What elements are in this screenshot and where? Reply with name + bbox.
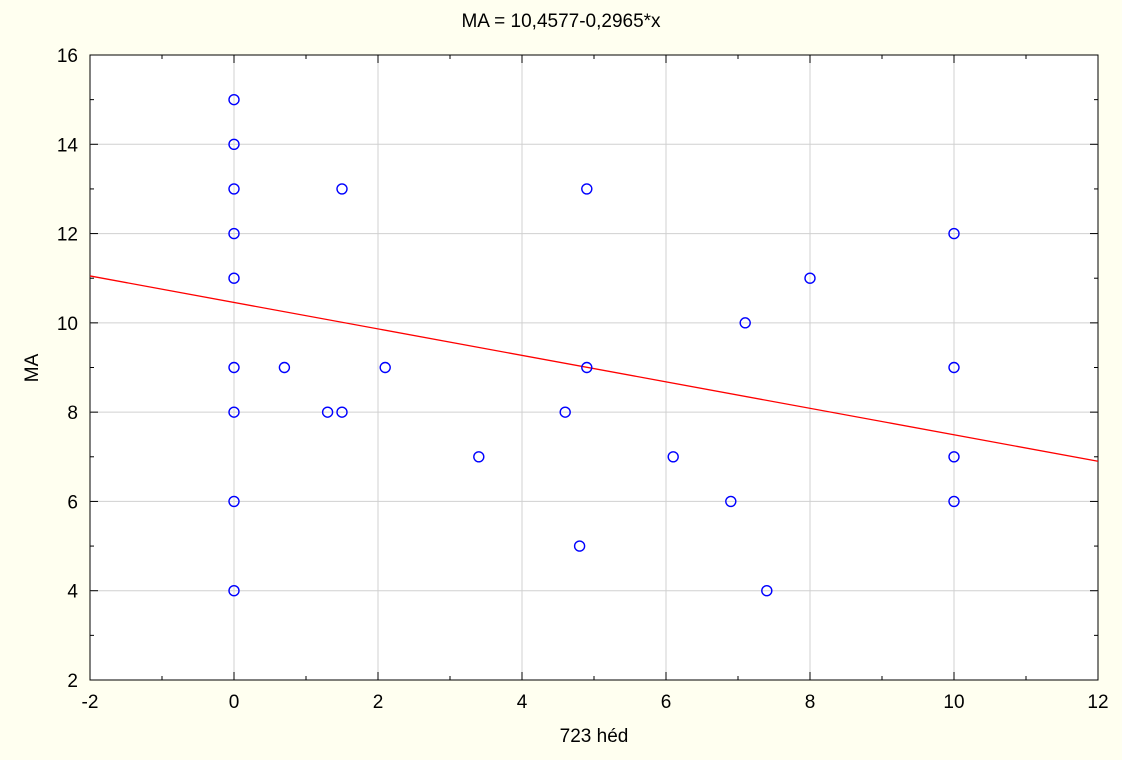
- y-tick-label: 10: [57, 314, 78, 335]
- data-point: [948, 361, 960, 374]
- y-tick-label: 12: [57, 225, 78, 246]
- data-point: [336, 183, 348, 195]
- regression-line: [89, 275, 1099, 462]
- x-tick-label: 12: [1087, 692, 1108, 713]
- x-tick-label: 2: [373, 692, 384, 713]
- y-tick-label: 4: [67, 582, 78, 603]
- x-axis-label: 723 héd: [560, 726, 629, 747]
- data-point: [739, 317, 751, 329]
- y-axis-label: MA: [22, 353, 43, 382]
- data-point: [228, 361, 240, 374]
- y-tick-label: 16: [57, 46, 78, 67]
- data-point: [948, 495, 960, 508]
- data-point: [228, 227, 240, 240]
- data-point: [725, 495, 737, 508]
- data-points: [228, 93, 960, 597]
- data-point: [559, 406, 571, 418]
- data-point: [278, 361, 291, 374]
- regression-line-group: [89, 275, 1099, 462]
- data-point: [228, 272, 240, 284]
- x-tick-label: 8: [805, 692, 816, 713]
- data-point: [228, 406, 240, 418]
- data-point: [228, 495, 240, 508]
- data-point: [321, 406, 334, 418]
- data-point: [228, 93, 240, 106]
- data-point: [804, 272, 816, 284]
- data-point: [573, 540, 586, 552]
- data-point: [761, 585, 773, 597]
- x-tick-label: 10: [943, 692, 964, 713]
- data-point: [228, 585, 240, 597]
- data-point: [581, 361, 593, 374]
- data-point: [379, 361, 391, 374]
- data-point: [581, 183, 593, 195]
- x-tick-labels: -2 0 2 4 6 8 10 12: [82, 692, 1109, 713]
- y-tick-label: 8: [67, 403, 78, 424]
- y-tick-label: 2: [67, 671, 78, 692]
- data-point: [948, 227, 960, 240]
- chart-title: MA = 10,4577-0,2965*x: [461, 11, 661, 32]
- x-tick-label: -2: [82, 692, 99, 713]
- data-point: [336, 406, 348, 418]
- data-point: [473, 451, 485, 463]
- data-point: [948, 451, 960, 463]
- x-tick-label: 4: [517, 692, 528, 713]
- grid-lines: [90, 55, 1098, 680]
- data-point: [667, 451, 679, 463]
- plot-area: [89, 54, 1099, 681]
- x-tick-label: 0: [229, 692, 240, 713]
- y-tick-label: 14: [57, 135, 79, 156]
- axis-ticks: [89, 54, 1099, 681]
- data-point: [228, 138, 240, 150]
- data-point: [228, 183, 240, 195]
- x-tick-label: 6: [661, 692, 672, 713]
- y-tick-labels: 2 4 6 8 10 12 14 16: [57, 46, 79, 692]
- y-tick-label: 6: [67, 492, 78, 513]
